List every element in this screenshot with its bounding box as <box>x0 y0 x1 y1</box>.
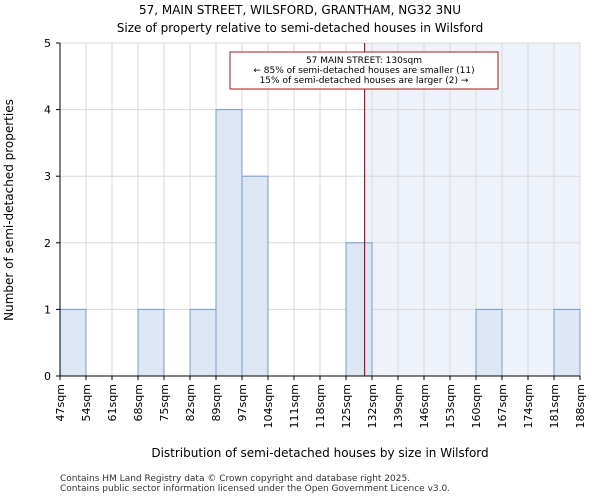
x-tick-label: 68sqm <box>132 384 145 421</box>
histogram-bar <box>241 175 269 377</box>
plot-area: 0 1 2 3 4 5 47sqm 54sqm 61sqm 68sqm 75sqm 82sqm 89sq… <box>44 37 587 428</box>
x-tick-label: 61sqm <box>106 384 119 421</box>
histogram-bar <box>189 308 217 377</box>
y-tick-label: 1 <box>44 303 51 316</box>
annotation-line: 57 MAIN STREET: 130sqm <box>306 56 422 66</box>
histogram-bar <box>345 242 373 377</box>
footer-line-1: Contains HM Land Registry data © Crown c… <box>60 474 411 484</box>
x-tick-label: 125sqm <box>340 384 353 428</box>
x-tick-label: 132sqm <box>366 384 379 428</box>
x-tick-label: 89sqm <box>210 384 223 421</box>
x-tick-label: 174sqm <box>522 384 535 428</box>
x-tick-label: 118sqm <box>314 384 327 428</box>
chart-subtitle: Size of property relative to semi-detach… <box>117 21 483 35</box>
chart-title: 57, MAIN STREET, WILSFORD, GRANTHAM, NG3… <box>139 3 461 17</box>
x-tick-label: 104sqm <box>262 384 275 428</box>
y-axis-label: Number of semi-detached properties <box>2 99 16 321</box>
y-tick-label: 3 <box>44 170 51 183</box>
x-tick-label: 111sqm <box>288 384 301 428</box>
annotation-line: ← 85% of semi-detached houses are smalle… <box>253 66 474 76</box>
annotation-line: 15% of semi-detached houses are larger (… <box>260 76 469 86</box>
histogram-bar <box>59 308 87 377</box>
x-tick-label: 97sqm <box>236 384 249 421</box>
annotation-box <box>229 51 499 90</box>
histogram-bar <box>137 308 165 377</box>
x-tick-label: 160sqm <box>470 384 483 428</box>
x-tick-label: 146sqm <box>418 384 431 428</box>
histogram-bar <box>553 308 581 377</box>
x-axis-label: Distribution of semi-detached houses by … <box>151 446 488 460</box>
x-tick-label: 47sqm <box>54 384 67 421</box>
y-tick-label: 5 <box>44 37 51 50</box>
larger-region-shade <box>364 43 580 376</box>
y-tick-label: 2 <box>44 237 51 250</box>
histogram-bar <box>215 109 243 377</box>
histogram-bar <box>475 308 503 377</box>
x-tick-label: 181sqm <box>548 384 561 428</box>
x-tick-label: 188sqm <box>574 384 587 428</box>
x-tick-label: 82sqm <box>184 384 197 421</box>
x-tick-label: 139sqm <box>392 384 405 428</box>
x-tick-label: 153sqm <box>444 384 457 428</box>
x-tick-label: 54sqm <box>80 384 93 421</box>
y-tick-label: 0 <box>44 370 51 383</box>
footer-line-2: Contains public sector information licen… <box>60 484 451 494</box>
y-tick-label: 4 <box>44 104 51 117</box>
x-tick-label: 167sqm <box>496 384 509 428</box>
x-tick-label: 75sqm <box>158 384 171 421</box>
